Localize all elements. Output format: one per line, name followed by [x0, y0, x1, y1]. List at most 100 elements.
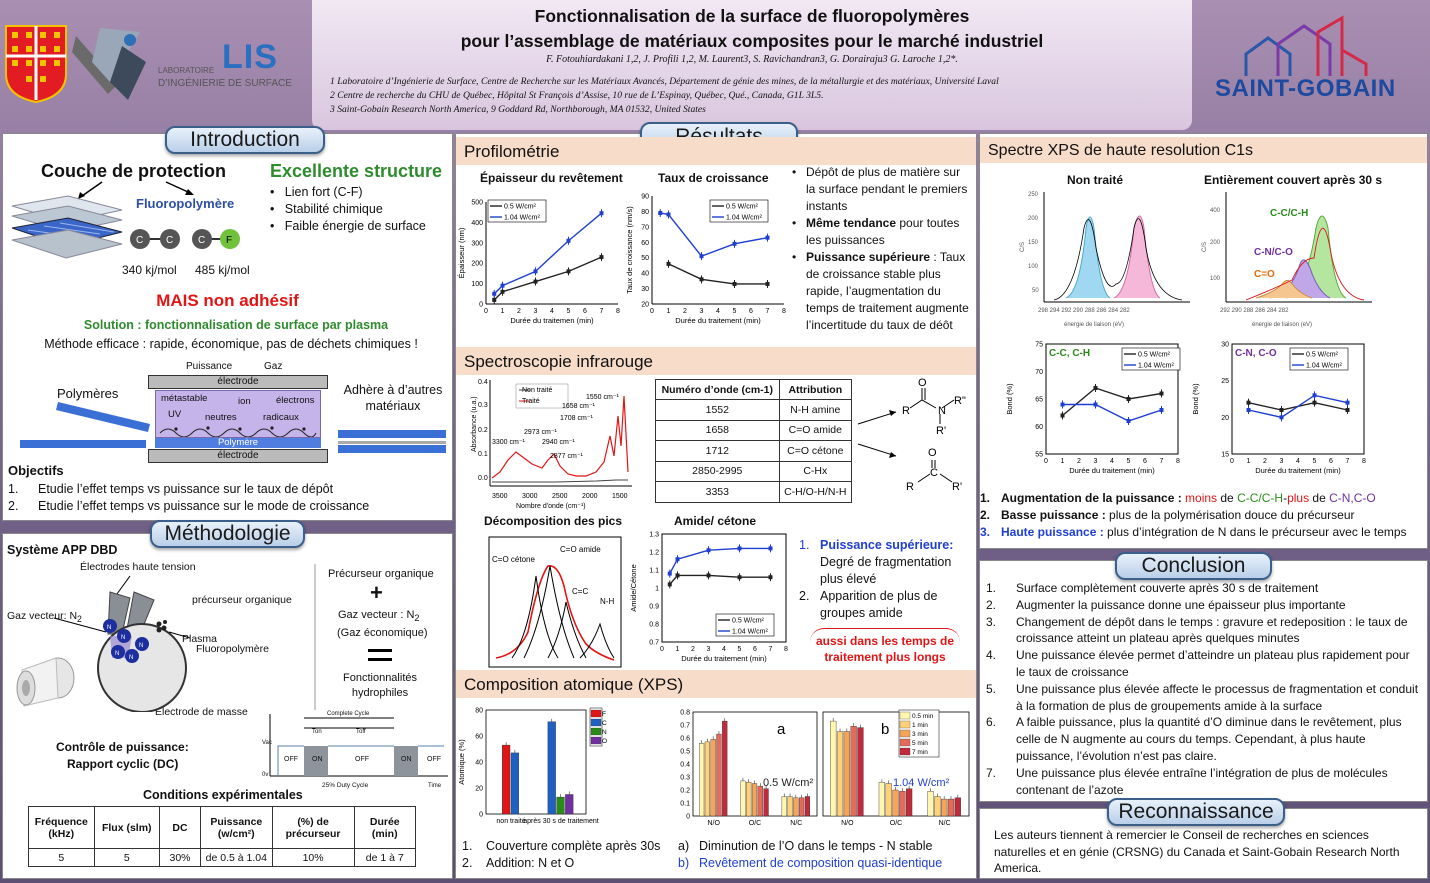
svg-text:1500: 1500	[612, 493, 628, 500]
title-line-1: Fonctionnalisation de la surface de fluo…	[534, 6, 970, 26]
table-cell: 1712	[655, 440, 780, 462]
bond-cn-chart: 15 20 25 30 0 1 2 3 4 5 6 7 8 Durée du traitement (mi…	[1191, 342, 1366, 476]
bar	[751, 783, 758, 817]
x-tick-label: O/C	[890, 820, 902, 827]
x-tick-label: 3	[707, 646, 711, 653]
table-header-row: Fréquence (kHz) Flux (slm) DC Puissance …	[28, 806, 417, 849]
table-row: 1712 C=O cétone	[655, 440, 853, 462]
list-item: 4. Une puissance élevée permet d’atteindr…	[986, 648, 1410, 679]
list-item: 7. Une puissance plus élevée entraîne l’i…	[986, 765, 1388, 797]
legend-label: 0.5 W/cm²	[1138, 352, 1171, 359]
bar	[906, 788, 913, 817]
bullet-item: • Dépôt de plus de matière sur la surface…	[792, 165, 968, 213]
bar	[502, 744, 511, 815]
mais-non-adhesif: MAIS non adhésif	[156, 291, 299, 310]
ov-label: 0v	[262, 772, 269, 778]
bar	[857, 727, 864, 817]
legend-label: C	[602, 720, 607, 727]
table-header-cell: (%) de précurseur	[271, 806, 355, 849]
bond-cc-chart: 55 60 65 70 75 0 1 2 3 4 5 6 7 8 Durée du traitement (…	[1005, 342, 1181, 475]
lis-small-2: D’INGÉNIERIE DE SURFACE	[158, 78, 292, 89]
table-cell: 1552	[655, 399, 780, 421]
list-item: 2. Basse puissance : plus de la polyméris…	[980, 507, 1355, 522]
y-tick-label: 0.8	[649, 622, 659, 629]
x-tick-label: 6	[753, 646, 757, 653]
c1s-colored-text: moins de C-C/C-H-plus de C-N,C-O	[1181, 491, 1376, 505]
legend-box	[1121, 347, 1181, 371]
title-line-2: pour l’assemblage de matériaux composite…	[460, 31, 1044, 51]
duty-label: 25% Duty Cycle	[322, 782, 369, 789]
svg-text:200: 200	[1028, 216, 1039, 222]
y-tick-label: 100	[471, 281, 483, 288]
legend-label: O	[602, 738, 607, 745]
svg-text:énergie de liaison (eV): énergie de liaison (eV)	[1252, 322, 1312, 328]
y-tick-label: 60	[641, 240, 649, 247]
vac-label: Vac	[262, 740, 272, 746]
data-point	[1279, 415, 1284, 420]
affiliation-1: 1 Laboratoire d’Ingénierie de Surface, C…	[330, 76, 999, 87]
duty-cycle-diagram	[269, 714, 448, 777]
bar	[763, 788, 769, 817]
data-point	[533, 279, 538, 284]
masse-label: Électrode de masse	[155, 706, 248, 718]
series-line	[668, 263, 768, 285]
y-tick-label: 60	[1035, 424, 1043, 431]
electrons-label: électrons	[276, 395, 315, 406]
y-tick-label: 0.6	[680, 736, 690, 743]
x-tick-label: 5	[733, 308, 737, 315]
bar	[510, 752, 519, 815]
table-header-row: Numéro d’onde (cm-1) Attribution	[655, 379, 853, 400]
list-item: 3. Changement de dépôt dans le temps : gr…	[986, 614, 1408, 646]
table-row: 3353 C-H/O-H/N-H	[655, 481, 853, 503]
recipe-plus-sign: +	[370, 580, 383, 605]
plot-frame	[485, 709, 587, 815]
data-point	[1312, 400, 1317, 405]
energy-cc: 340 kj/mol	[122, 263, 177, 277]
decomposition-title: Décomposition des pics	[484, 514, 623, 528]
x-tick-label: 1	[1247, 458, 1251, 465]
x-tick-label: 0	[1044, 458, 1048, 465]
epaisseur-chart: 0 100 200 300 400 500 0 1 2 3 4 5 6 7 8 Durée du traite…	[457, 200, 620, 326]
legend-label: 0.5 W/cm²	[726, 204, 759, 211]
ir-heading: Spectroscopie infrarouge	[456, 347, 976, 375]
list-item: 2. Augmenter la puissance donne une épais…	[986, 597, 1346, 612]
conclusion-heading: Conclusion	[1115, 552, 1272, 580]
rapport-label: Rapport cyclic (DC)	[67, 757, 179, 771]
data-point	[667, 571, 672, 576]
list-item: 6. A faible puissance, plus la quantité d…	[986, 715, 1402, 763]
x-tick-label: 8	[782, 308, 786, 315]
y-tick-label: 30	[1221, 342, 1229, 349]
data-point	[699, 254, 704, 259]
y-axis-label: Amide/Cétone	[629, 564, 638, 612]
series-line	[1062, 403, 1162, 422]
table-cell: C=O amide	[778, 419, 853, 441]
y-tick-label: 400	[471, 220, 483, 227]
x-tick-label: 0	[650, 308, 654, 315]
data-point	[658, 210, 663, 215]
y-tick-label: 1	[655, 586, 659, 593]
table-header-cell: DC	[159, 806, 201, 849]
data-point	[500, 283, 505, 288]
polymer-layer	[155, 438, 321, 448]
y-tick-label: 20	[475, 786, 483, 793]
svg-text:N: N	[139, 643, 143, 649]
laval-crest-logo	[5, 25, 67, 104]
fluoropolymere-label: Fluoropolymère	[136, 196, 235, 211]
y-tick-label: 55	[1035, 452, 1043, 459]
table-row: 1552 N-H amine	[655, 399, 853, 421]
x-axis-label: Durée du traitement (min)	[675, 316, 761, 325]
objectifs-heading: Objectifs	[8, 463, 64, 478]
xps-notes-2: a) Diminution de l’O dans le temps - N st…	[678, 838, 974, 872]
conclusion-panel	[979, 560, 1428, 802]
bar	[722, 720, 728, 817]
bar	[710, 739, 716, 817]
x-tick-label: 5	[738, 646, 742, 653]
x-tick-label: 3	[700, 308, 704, 315]
x-tick-label: 4	[1110, 458, 1114, 465]
legend-label: 0.5 min	[912, 713, 934, 720]
objectif-item: 2. Etudie l’effet temps vs puissance sur …	[8, 498, 370, 513]
bar	[878, 781, 885, 817]
recipe-gaz: Gaz vecteur : N2	[338, 609, 420, 624]
y-tick-label: 60	[475, 734, 483, 741]
